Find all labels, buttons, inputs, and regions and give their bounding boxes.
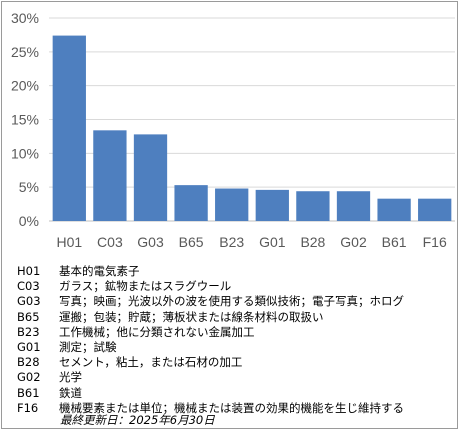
x-tick-label: H01 [56, 234, 82, 250]
y-tick-label: 25% [11, 44, 39, 60]
last-updated-note: 最終更新日：2025年6月30日 [60, 413, 215, 427]
legend-code: B61 [17, 385, 40, 400]
x-tick-label: B61 [382, 234, 407, 250]
x-tick-label: B65 [179, 234, 204, 250]
legend-code: B28 [17, 355, 40, 370]
legend-item: G02 光学 [17, 370, 457, 385]
bar [52, 35, 86, 221]
bar [215, 188, 249, 221]
legend-desc: 基本的電気素子 [59, 264, 140, 278]
legend-desc: 運搬；包装；貯蔵；薄板状または線条材料の取扱い [59, 309, 324, 324]
x-tick-label: B28 [300, 234, 325, 250]
legend-item: B23 工作機械；他に分類されない金属加工 [17, 325, 457, 340]
y-tick-label: 30% [11, 10, 39, 26]
legend-desc: 鉄道 [59, 385, 82, 400]
y-tick-label: 5% [19, 179, 39, 195]
legend-desc: 測定；試験 [59, 340, 117, 355]
y-tick-label: 0% [19, 213, 39, 229]
bar [377, 198, 411, 221]
legend: H01 基本的電気素子 C03 ガラス；鉱物またはスラグウール G03 写真；映画；光… [17, 264, 457, 416]
x-tick-label: G01 [259, 234, 286, 250]
bar [93, 130, 127, 221]
legend-code: G03 [17, 294, 41, 309]
y-tick-label: 20% [11, 78, 39, 94]
legend-code: B65 [17, 309, 40, 324]
legend-desc: 光学 [59, 370, 82, 385]
legend-desc: 機械要素または単位；機械または装置の効果的機能を生じ維持する [59, 400, 404, 415]
legend-item: B61 鉄道 [17, 386, 457, 401]
legend-desc: セメント，粘土，または石材の加工 [59, 355, 243, 370]
legend-desc: 工作機械；他に分類されない金属加工 [59, 324, 255, 339]
legend-item: B65 運搬；包装；貯蔵；薄板状または線条材料の取扱い [17, 310, 457, 325]
legend-code: H01 [17, 264, 41, 278]
bar [174, 185, 208, 221]
legend-code: G02 [17, 370, 41, 385]
legend-desc: 写真；映画；光波以外の波を使用する類似技術；電子写真；ホログ [59, 294, 404, 309]
bar [336, 191, 371, 221]
legend-code: F16 [17, 400, 39, 415]
bar [418, 198, 452, 221]
bar [296, 191, 330, 221]
legend-item: G01 測定；試験 [17, 340, 457, 355]
legend-item: G03 写真；映画；光波以外の波を使用する類似技術；電子写真；ホログ [17, 294, 457, 309]
x-tick-label: B23 [219, 234, 244, 250]
y-tick-label: 15% [11, 112, 39, 128]
legend-code: C03 [17, 279, 40, 294]
legend-item: F16 機械要素または単位；機械または装置の効果的機能を生じ維持する [17, 401, 457, 416]
bar [133, 134, 168, 221]
y-tick-label: 10% [11, 145, 39, 161]
x-tick-label: G02 [340, 234, 367, 250]
legend-item: B28 セメント，粘土，または石材の加工 [17, 355, 457, 370]
legend-item: C03 ガラス；鉱物またはスラグウール [17, 279, 457, 294]
legend-code: G01 [17, 340, 41, 355]
legend-code: B23 [17, 324, 40, 339]
x-tick-label: C03 [97, 234, 123, 250]
bar [255, 189, 289, 221]
legend-item: H01 基本的電気素子 [17, 264, 457, 279]
bar-chart: 0% 5% 10% 15% 20% 25% 30% H01 C03 G03 B65 B23 G01 B28… [11, 10, 455, 250]
legend-desc: ガラス；鉱物またはスラグウール [59, 279, 232, 294]
x-tick-label: F16 [423, 234, 447, 250]
x-tick-label: G03 [137, 234, 164, 250]
